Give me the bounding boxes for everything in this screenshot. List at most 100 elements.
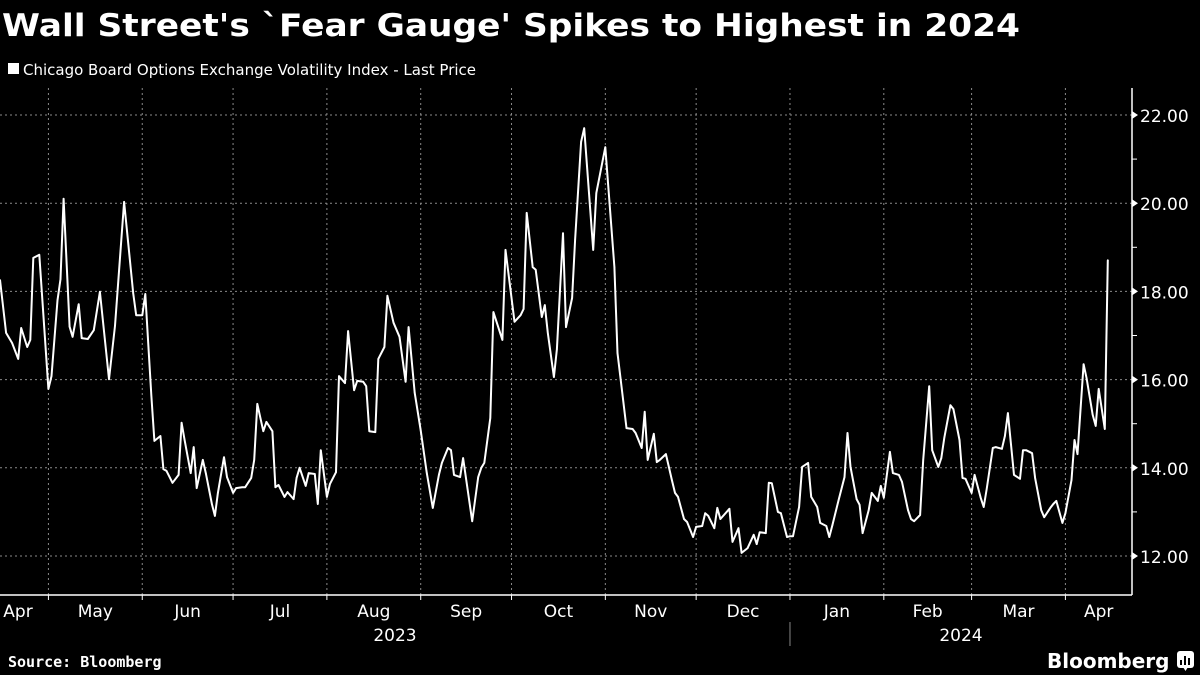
data-point (519, 314, 522, 317)
data-point (26, 346, 29, 348)
x-axis-ticks: Apr May Jun Jul Aug Sep Oct Nov Dec Jan Feb Mar Apr 2… (3, 595, 1113, 646)
data-point (159, 435, 162, 437)
data-point (713, 527, 716, 529)
x-month-label: Apr (1084, 602, 1113, 622)
data-point (973, 474, 976, 476)
data-point (471, 520, 474, 522)
data-point (459, 476, 461, 478)
data-point (843, 476, 846, 478)
data-point (595, 192, 598, 194)
data-point (522, 308, 525, 310)
data-point (531, 266, 534, 268)
data-point (671, 479, 673, 481)
data-point (286, 491, 289, 493)
data-point (383, 346, 386, 348)
data-point (846, 432, 849, 434)
data-point (701, 525, 703, 527)
data-point (180, 422, 183, 424)
data-point (780, 512, 782, 514)
data-point (1043, 516, 1045, 518)
data-point (419, 429, 422, 432)
x-month-label: May (78, 602, 113, 622)
data-point (928, 385, 930, 388)
data-point (716, 507, 719, 509)
data-point (235, 487, 237, 489)
data-point (616, 352, 619, 354)
data-point (489, 417, 492, 419)
data-point (426, 472, 428, 474)
data-point (674, 492, 676, 494)
data-point (477, 476, 480, 478)
data-point (144, 293, 147, 295)
data-point (93, 329, 95, 332)
data-point (20, 327, 23, 329)
data-point (604, 146, 607, 148)
data-point (99, 291, 101, 293)
data-point (631, 428, 634, 430)
data-point (262, 430, 265, 433)
data-point (192, 446, 195, 448)
source-note: Source: Bloomberg (8, 653, 162, 671)
y-tick-mark (1132, 287, 1138, 296)
data-point (646, 459, 649, 461)
y-tick-mark (1132, 375, 1138, 384)
data-point (786, 536, 788, 538)
axes (0, 88, 1133, 596)
data-point (541, 316, 543, 318)
data-point (211, 503, 213, 505)
data-point (250, 477, 252, 479)
data-point (574, 239, 576, 241)
data-point (386, 295, 389, 297)
data-point (398, 336, 401, 338)
x-month-label: Apr (3, 602, 32, 622)
data-point (731, 541, 734, 543)
data-point (1082, 363, 1085, 366)
data-point (453, 474, 455, 476)
data-point (5, 332, 7, 334)
data-point (837, 500, 840, 502)
data-point (223, 456, 225, 459)
data-point (831, 524, 834, 526)
data-point (792, 535, 794, 537)
data-point (849, 466, 852, 468)
data-point (964, 478, 967, 480)
data-point (571, 297, 573, 299)
data-point (547, 332, 549, 334)
data-point (870, 492, 873, 494)
data-point (11, 342, 13, 344)
data-point (59, 278, 62, 280)
data-point (565, 326, 567, 328)
y-tick-mark (1132, 111, 1138, 119)
data-point (492, 311, 495, 313)
data-point (326, 496, 328, 498)
data-point (958, 439, 961, 441)
bloomberg-logo: Bloomberg (1047, 649, 1194, 673)
data-point (913, 520, 915, 522)
y-axis-ticks: 12.00 14.00 16.00 18.00 20.00 22.00 (1132, 107, 1189, 568)
data-point (1040, 509, 1042, 511)
data-point (304, 485, 307, 487)
data-point (17, 358, 20, 360)
data-point (202, 459, 204, 461)
data-point (544, 304, 546, 306)
data-point (665, 453, 667, 455)
brand-wordmark: Bloomberg (1047, 649, 1169, 673)
y-tick-label: 20.00 (1140, 195, 1189, 215)
data-point (347, 330, 349, 332)
data-point (504, 249, 507, 251)
data-point (867, 509, 870, 511)
data-point (807, 462, 809, 464)
data-point (695, 526, 697, 528)
data-point (816, 506, 818, 508)
data-point (889, 451, 891, 453)
data-point (1073, 439, 1076, 441)
x-month-label: Jul (269, 602, 291, 622)
data-point (819, 522, 821, 524)
data-point (292, 498, 295, 500)
data-point (353, 389, 355, 392)
data-point (256, 403, 259, 405)
data-point (392, 321, 395, 324)
x-month-label: Jun (173, 602, 201, 622)
data-point (62, 198, 65, 200)
data-point (1076, 453, 1079, 455)
